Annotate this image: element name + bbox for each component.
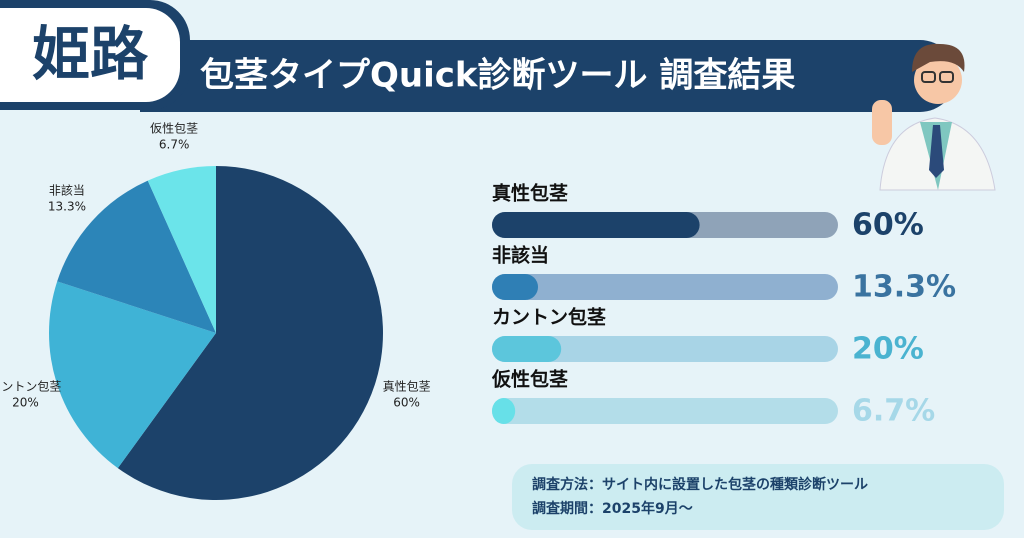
notes-box — [512, 464, 1004, 530]
slice-value: 13.3% — [48, 200, 86, 214]
glasses — [939, 71, 954, 83]
bar-value: 13.3% — [852, 270, 956, 305]
bar-label: 仮性包茎 — [491, 368, 568, 391]
pie-slice — [57, 180, 217, 333]
slice-label: 真性包茎 — [383, 379, 431, 393]
hair — [912, 43, 965, 72]
pie-slice — [48, 281, 216, 469]
doctor-illustration — [872, 43, 996, 191]
pie-slice — [147, 166, 216, 333]
bar — [492, 336, 562, 362]
bar-track — [492, 398, 838, 424]
face — [914, 56, 962, 104]
bar-value: 60% — [852, 208, 924, 243]
title-band — [140, 40, 956, 112]
bar-track — [492, 336, 838, 362]
note: 調査期間：2025年9月〜 — [532, 500, 693, 517]
bar-value: 20% — [852, 332, 924, 367]
pie-slice — [117, 166, 383, 500]
glasses — [921, 71, 936, 83]
slice-value: 6.7% — [159, 138, 190, 152]
bar-label: 非該当 — [492, 244, 549, 267]
badge-text: 姫路 — [32, 20, 149, 88]
slice-value: 60% — [393, 395, 420, 409]
bar — [492, 212, 700, 238]
slice-label: 非該当 — [49, 183, 85, 198]
title: 包茎タイプQuick診断ツール 調査結果 — [200, 56, 795, 96]
bar — [492, 398, 516, 424]
slice-label: カントン包茎 — [0, 379, 61, 393]
bar-value: 6.7% — [852, 394, 935, 429]
badge — [0, 8, 180, 102]
hand — [872, 100, 892, 145]
bar-label: カントン包茎 — [492, 306, 606, 329]
slice-value: 20% — [12, 395, 39, 409]
tie — [929, 125, 944, 178]
bar — [492, 274, 539, 300]
slice-label: 仮性包茎 — [150, 122, 198, 136]
bar-label: 真性包茎 — [492, 182, 568, 205]
note: 調査方法：サイト内に設置した包茎の種類診断ツール — [532, 476, 868, 493]
bar-track — [492, 274, 838, 300]
